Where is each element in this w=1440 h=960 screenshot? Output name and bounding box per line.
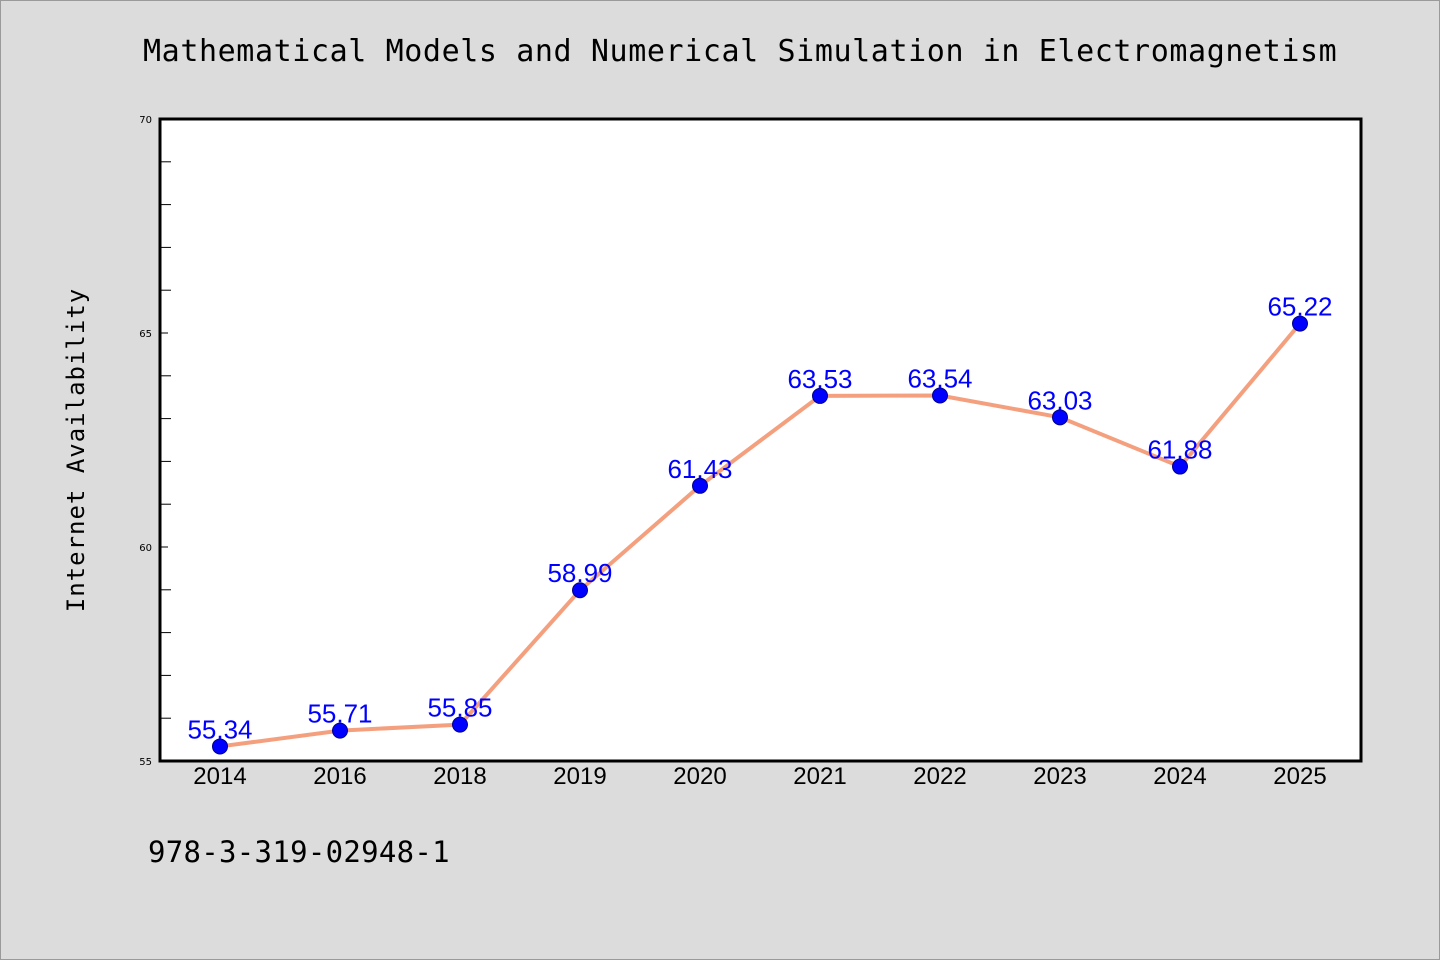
data-label: 63.54 <box>907 363 972 393</box>
data-point <box>932 387 948 404</box>
y-tick-label: 60 <box>139 543 152 554</box>
x-ticks: 2014 2016 2018 2019 2020 2021 2022 2023 2024 2025 <box>193 763 1326 790</box>
data-label: 55.71 <box>307 699 372 729</box>
x-tick-label: 2022 <box>913 763 966 790</box>
x-tick-label: 2025 <box>1273 763 1326 790</box>
data-point <box>452 716 468 733</box>
data-label: 63.03 <box>1027 385 1092 415</box>
x-tick-label: 2014 <box>193 763 246 790</box>
data-label: 61.88 <box>1147 435 1212 465</box>
x-tick-label: 2021 <box>793 763 846 790</box>
y-tick-label: 55 <box>139 757 152 768</box>
data-point <box>212 738 228 755</box>
data-point <box>812 387 828 404</box>
y-ticks: 55 60 65 70 <box>139 115 168 768</box>
series-line <box>218 321 1302 749</box>
data-point <box>692 477 708 494</box>
data-point <box>332 722 348 739</box>
data-point <box>1172 458 1188 475</box>
data-label: 65.22 <box>1267 292 1332 322</box>
x-tick-label: 2023 <box>1033 763 1086 790</box>
y-tick-label: 70 <box>139 115 152 126</box>
data-point <box>1292 315 1308 332</box>
data-markers <box>212 315 1308 755</box>
isbn-text: 978-3-319-02948-1 <box>148 835 450 869</box>
data-label: 61.43 <box>667 454 732 484</box>
chart-title: Mathematical Models and Numerical Simula… <box>143 34 1338 69</box>
data-labels: 55.34 55.71 55.85 58.99 61.43 63.53 63.54 63.03… <box>187 292 1332 745</box>
data-label: 63.53 <box>787 364 852 394</box>
x-tick-label: 2016 <box>313 763 366 790</box>
x-tick-label: 2018 <box>433 763 486 790</box>
x-tick-label: 2020 <box>673 763 726 790</box>
data-point <box>572 582 588 599</box>
data-label: 55.34 <box>187 714 252 744</box>
x-tick-label: 2024 <box>1153 763 1206 790</box>
y-minor-ticks <box>160 161 171 719</box>
x-tick-label: 2019 <box>553 763 606 790</box>
data-label: 58.99 <box>547 558 612 588</box>
y-tick-label: 65 <box>139 329 152 340</box>
data-label: 55.85 <box>427 693 492 723</box>
data-point <box>1052 409 1068 426</box>
